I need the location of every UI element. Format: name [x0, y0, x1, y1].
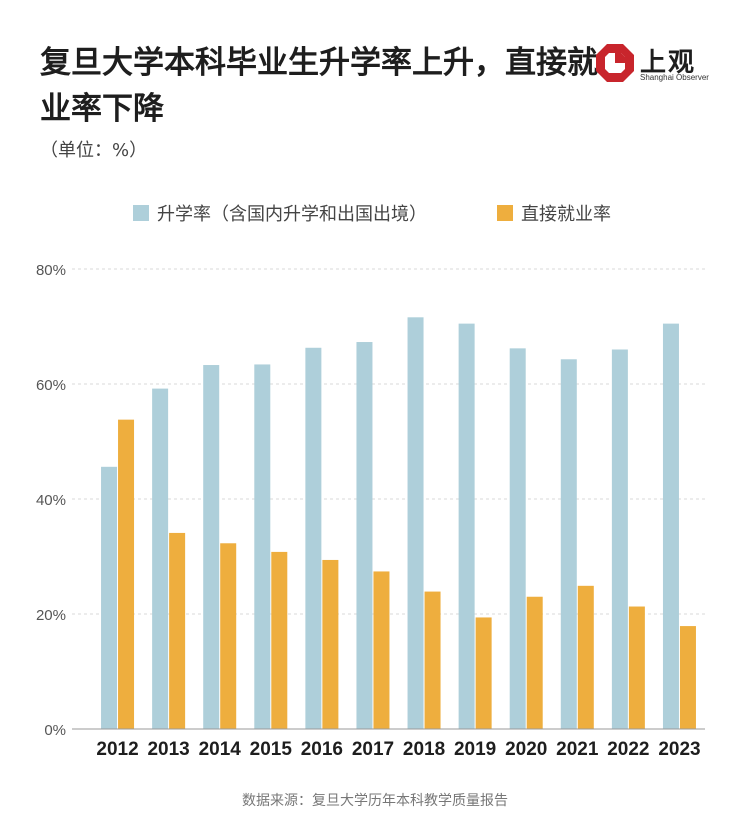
x-tick-label: 2014: [199, 739, 242, 760]
legend-swatch-series1: [133, 205, 149, 221]
x-tick-label: 2013: [147, 739, 189, 760]
y-tick-label: 40%: [36, 492, 66, 509]
y-tick-label: 80%: [36, 262, 66, 279]
logo-text: 上观: [640, 48, 697, 78]
bar-series2: [220, 543, 237, 729]
bar-series1: [662, 323, 679, 729]
chart-legend: 升学率（含国内升学和出国出境） 直接就业率: [0, 200, 750, 226]
y-tick-label: 60%: [36, 377, 66, 394]
legend-item-series1: 升学率（含国内升学和出国出境）: [133, 200, 427, 226]
logo-icon: [596, 44, 634, 82]
bar-series2: [373, 571, 390, 729]
bar-series1: [203, 365, 220, 729]
legend-swatch-series2: [497, 205, 513, 221]
bar-series2: [679, 626, 696, 729]
legend-label-series1: 升学率（含国内升学和出国出境）: [157, 204, 427, 225]
bar-series1: [305, 347, 322, 729]
y-tick-label: 0%: [44, 722, 66, 739]
x-tick-label: 2016: [301, 739, 343, 760]
x-tick-label: 2022: [607, 739, 649, 760]
bar-series1: [458, 323, 475, 729]
bar-series1: [509, 348, 526, 729]
bar-series2: [424, 591, 441, 729]
y-tick-label: 20%: [36, 607, 66, 624]
data-source: 数据来源：复旦大学历年本科教学质量报告: [242, 793, 508, 809]
bar-series1: [152, 388, 169, 729]
bar-series2: [118, 419, 135, 729]
bar-series2: [322, 559, 339, 729]
x-tick-label: 2017: [352, 739, 394, 760]
legend-label-series2: 直接就业率: [521, 204, 611, 225]
bar-series2: [526, 596, 543, 729]
bar-series2: [169, 532, 186, 729]
unit-label: （单位：%）: [40, 140, 148, 161]
page-title: 复旦大学本科毕业生升学率上升，直接就业率下降: [40, 45, 598, 127]
bar-series1: [407, 317, 424, 729]
bar-series1: [254, 364, 271, 729]
bar-series1: [560, 359, 577, 729]
bar-series2: [271, 551, 288, 729]
bar-series1: [356, 342, 373, 729]
bar-series1: [611, 349, 628, 729]
logo-subtext: Shanghai Observer: [640, 73, 709, 82]
bar-chart: 0% 20% 40% 60% 80% 2012 2013 2014 2015 2016 2017 20…: [36, 262, 705, 760]
x-tick-label: 2019: [454, 739, 496, 760]
bar-series2: [628, 606, 645, 729]
x-tick-label: 2020: [505, 739, 547, 760]
x-tick-label: 2023: [658, 739, 700, 760]
legend-item-series2: 直接就业率: [497, 200, 611, 226]
bar-series1: [101, 466, 118, 729]
shanghai-observer-logo: 上观 Shanghai Observer: [594, 42, 714, 86]
x-tick-label: 2018: [403, 739, 445, 760]
bar-series2: [475, 617, 492, 729]
x-tick-label: 2012: [96, 739, 138, 760]
bar-series2: [577, 585, 594, 729]
x-tick-label: 2021: [556, 739, 599, 760]
x-tick-label: 2015: [250, 739, 293, 760]
